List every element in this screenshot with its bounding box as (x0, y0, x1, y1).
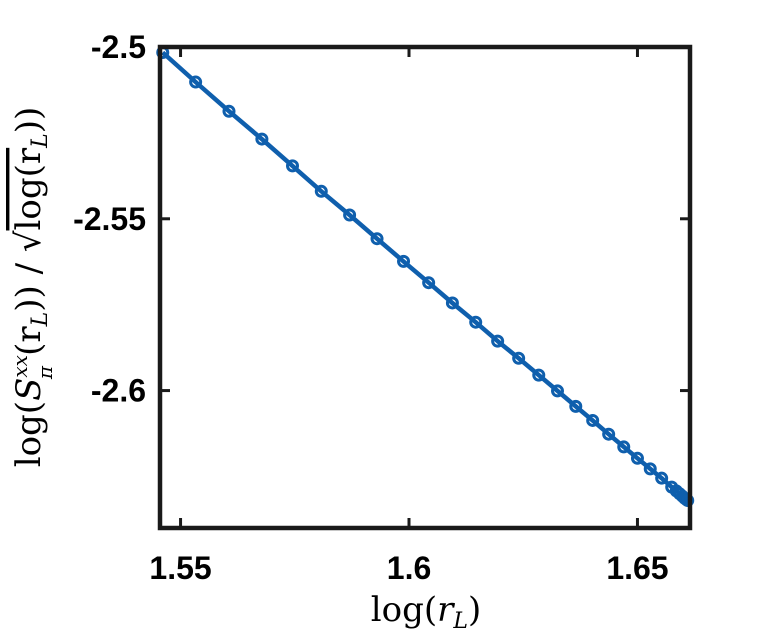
data-point (602, 427, 616, 441)
data-point (422, 276, 436, 290)
data-point (314, 184, 328, 198)
data-point (469, 315, 483, 329)
data-point (445, 296, 459, 310)
data-point (189, 75, 203, 89)
data-point (491, 334, 505, 348)
data-point (681, 494, 695, 508)
y-tick-label: -2.55 (73, 201, 146, 237)
data-point (551, 384, 564, 398)
data-point (643, 462, 657, 476)
series-layer (156, 45, 695, 508)
series-line (161, 50, 690, 503)
y-axis-label: log(Sxxπ(rL)) / √log(rL)) (8, 107, 57, 468)
data-point (286, 159, 299, 173)
data-point (655, 471, 669, 485)
x-tick-label: 1.65 (606, 550, 668, 586)
data-point (222, 104, 236, 118)
data-point (370, 232, 384, 246)
data-point (586, 413, 600, 427)
data-point (617, 440, 631, 454)
y-tick-label: -2.5 (91, 29, 146, 65)
x-tick-label: 1.6 (387, 550, 431, 586)
data-point (255, 132, 269, 146)
plot-area-frame (157, 44, 693, 531)
data-point (569, 399, 583, 413)
data-point (397, 254, 411, 268)
data-point (532, 368, 546, 382)
tick-labels-layer: 1.55 1.6 1.65 -2.5 -2.55 -2.6 (73, 29, 669, 586)
data-point (630, 451, 644, 465)
y-tick-label: -2.6 (91, 373, 146, 409)
x-axis-label: log(rL) (371, 590, 482, 634)
data-point (343, 208, 357, 222)
x-tick-label: 1.55 (149, 550, 211, 586)
data-point (512, 351, 526, 365)
